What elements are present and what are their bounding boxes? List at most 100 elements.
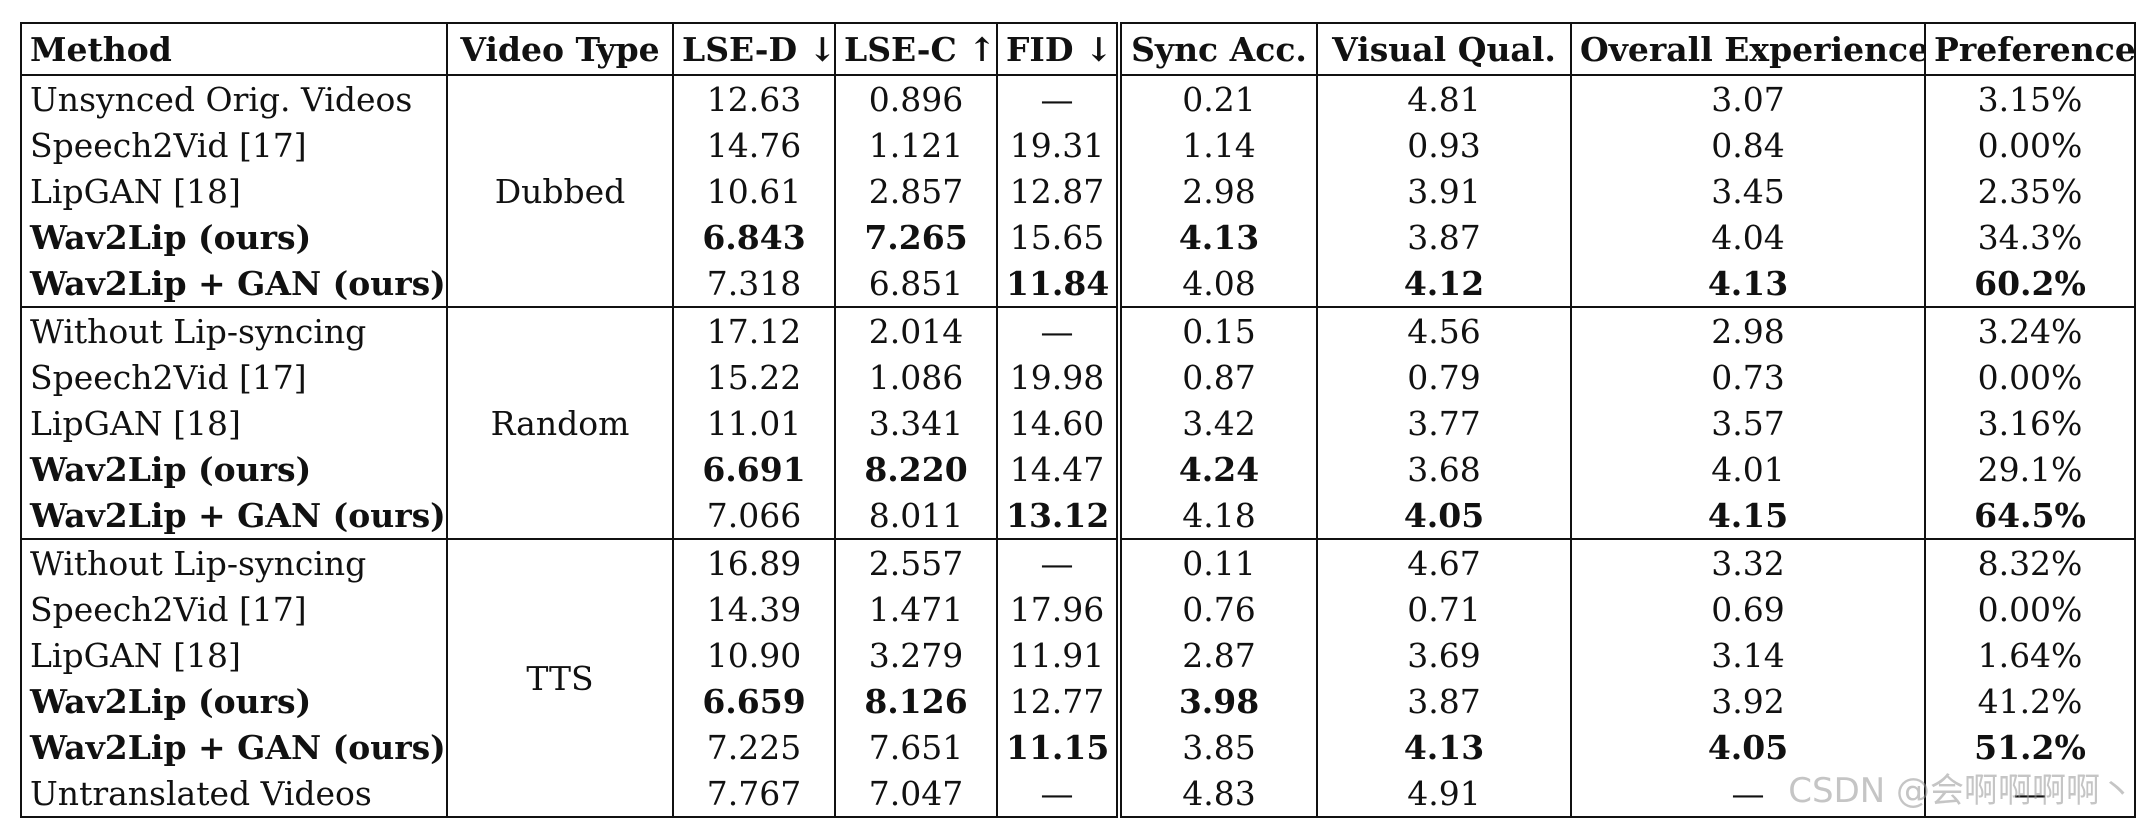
value-cell: 1.64% <box>1924 632 2136 678</box>
table-row: Wav2Lip (ours) 6.691 8.220 14.47 4.24 3.68 4.0… <box>20 446 2136 492</box>
value-cell: 3.42 <box>1118 400 1318 446</box>
value-cell: 4.05 <box>1316 492 1572 539</box>
value-cell: — <box>1924 770 2136 818</box>
value-cell: — <box>996 74 1122 122</box>
value-cell: 4.05 <box>1570 724 1926 770</box>
video-type-cell: Random <box>446 306 674 540</box>
value-cell: 4.13 <box>1118 214 1318 260</box>
column-header: FID ↓ <box>996 22 1122 76</box>
value-cell: 16.89 <box>672 538 836 586</box>
value-cell: 3.77 <box>1316 400 1572 446</box>
value-cell: 11.91 <box>996 632 1122 678</box>
value-cell: 0.00% <box>1924 354 2136 400</box>
value-cell: 4.01 <box>1570 446 1926 492</box>
method-cell: Untranslated Videos <box>20 770 448 818</box>
value-cell: — <box>1570 770 1926 818</box>
value-cell: 8.126 <box>834 678 998 724</box>
method-cell: LipGAN [18] <box>20 400 448 446</box>
value-cell: 4.67 <box>1316 538 1572 586</box>
value-cell: 7.651 <box>834 724 998 770</box>
value-cell: 6.659 <box>672 678 836 724</box>
table-row: Unsynced Orig. Videos Dubbed 12.63 0.896—0.… <box>20 74 2136 308</box>
table-row: LipGAN [18] 10.61 2.857 12.87 2.98 3.91 3.45 2.… <box>20 168 2136 214</box>
method-cell: Wav2Lip + GAN (ours) <box>20 492 448 539</box>
table-row: LipGAN [18] 10.90 3.279 11.91 2.87 3.69 3.14 1.… <box>20 632 2136 678</box>
value-cell: 3.87 <box>1316 678 1572 724</box>
value-cell: 4.13 <box>1316 724 1572 770</box>
table-row: Wav2Lip (ours) 6.843 7.265 15.65 4.13 3.87 4.0… <box>20 214 2136 260</box>
value-cell: 1.086 <box>834 354 998 400</box>
value-cell: 3.91 <box>1316 168 1572 214</box>
value-cell: 3.57 <box>1570 400 1926 446</box>
value-cell: 14.47 <box>996 446 1122 492</box>
value-cell: 3.92 <box>1570 678 1926 724</box>
value-cell: 6.851 <box>834 260 998 307</box>
value-cell: — <box>996 306 1122 354</box>
method-cell: Speech2Vid [17] <box>20 586 448 632</box>
value-cell: 0.00% <box>1924 586 2136 632</box>
method-cell: Unsynced Orig. Videos <box>20 74 448 122</box>
value-cell: 4.24 <box>1118 446 1318 492</box>
value-cell: — <box>996 770 1122 818</box>
method-cell: Speech2Vid [17] <box>20 122 448 168</box>
value-cell: 7.047 <box>834 770 998 818</box>
column-header: LSE-C ↑ <box>834 22 998 76</box>
value-cell: 3.341 <box>834 400 998 446</box>
value-cell: 3.279 <box>834 632 998 678</box>
value-cell: 14.39 <box>672 586 836 632</box>
results-table: Method Video Type LSE-D ↓ LSE-C ↑ FID ↓ Sync … <box>20 22 2136 818</box>
value-cell: 3.24% <box>1924 306 2136 354</box>
column-header: Preference <box>1924 22 2136 76</box>
table-row: Speech2Vid [17] 14.76 1.121 19.31 1.14 0.93 0.… <box>20 122 2136 168</box>
table-row: Speech2Vid [17] 14.39 1.471 17.96 0.76 0.71 0.… <box>20 586 2136 632</box>
value-cell: 19.31 <box>996 122 1122 168</box>
column-header: Visual Qual. <box>1316 22 1572 76</box>
column-header: Method <box>20 22 448 76</box>
value-cell: 1.121 <box>834 122 998 168</box>
method-cell: Speech2Vid [17] <box>20 354 448 400</box>
value-cell: 10.90 <box>672 632 836 678</box>
value-cell: 15.22 <box>672 354 836 400</box>
value-cell: 13.12 <box>996 492 1122 539</box>
method-cell: Wav2Lip + GAN (ours) <box>20 724 448 770</box>
method-cell: Without Lip-syncing <box>20 538 448 586</box>
video-type-cell: Dubbed <box>446 74 674 308</box>
value-cell: 4.91 <box>1316 770 1572 818</box>
value-cell: 0.87 <box>1118 354 1318 400</box>
video-type-cell: TTS <box>446 538 674 818</box>
value-cell: 14.60 <box>996 400 1122 446</box>
value-cell: 2.014 <box>834 306 998 354</box>
value-cell: 2.98 <box>1118 168 1318 214</box>
column-header: Overall Experience <box>1570 22 1926 76</box>
value-cell: 6.691 <box>672 446 836 492</box>
results-table-container: Method Video Type LSE-D ↓ LSE-C ↑ FID ↓ Sync … <box>20 22 2136 818</box>
value-cell: 4.81 <box>1316 74 1572 122</box>
value-cell: 2.87 <box>1118 632 1318 678</box>
table-row: Speech2Vid [17] 15.22 1.086 19.98 0.87 0.79 0.… <box>20 354 2136 400</box>
value-cell: 3.15% <box>1924 74 2136 122</box>
value-cell: 0.11 <box>1118 538 1318 586</box>
value-cell: 12.77 <box>996 678 1122 724</box>
value-cell: 29.1% <box>1924 446 2136 492</box>
value-cell: 3.69 <box>1316 632 1572 678</box>
value-cell: 11.01 <box>672 400 836 446</box>
value-cell: 3.68 <box>1316 446 1572 492</box>
value-cell: 3.14 <box>1570 632 1926 678</box>
value-cell: 3.32 <box>1570 538 1926 586</box>
value-cell: 3.98 <box>1118 678 1318 724</box>
table-row: Without Lip-syncing TTS 16.89 2.557—0.11 4.6… <box>20 538 2136 818</box>
value-cell: 3.85 <box>1118 724 1318 770</box>
method-cell: Wav2Lip (ours) <box>20 446 448 492</box>
value-cell: 3.45 <box>1570 168 1926 214</box>
value-cell: 8.220 <box>834 446 998 492</box>
value-cell: 0.93 <box>1316 122 1572 168</box>
value-cell: 34.3% <box>1924 214 2136 260</box>
value-cell: 64.5% <box>1924 492 2136 539</box>
table-row: Wav2Lip + GAN (ours) 7.066 8.011 13.12 4.18 4… <box>20 492 2136 539</box>
value-cell: 51.2% <box>1924 724 2136 770</box>
column-header: Sync Acc. <box>1118 22 1318 76</box>
value-cell: 15.65 <box>996 214 1122 260</box>
table-row: Untranslated Videos 7.767 7.047—4.83 4.91— — <box>20 770 2136 818</box>
method-cell: Without Lip-syncing <box>20 306 448 354</box>
value-cell: 7.225 <box>672 724 836 770</box>
